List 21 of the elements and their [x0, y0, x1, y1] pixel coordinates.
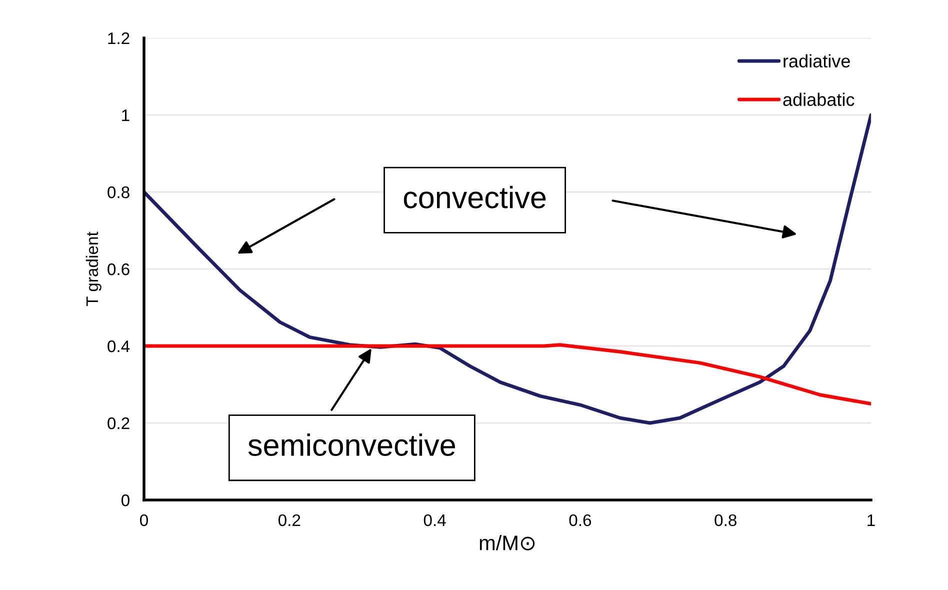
x-tick-label: 0.4 [424, 514, 446, 526]
x-tick-label: 0.2 [278, 514, 300, 526]
legend-label: radiative [784, 54, 850, 68]
line-series [144, 113, 871, 425]
y-tick-label: 0 [121, 494, 130, 506]
legend-label: adiabatic [783, 92, 854, 106]
y-tick-label: 0.8 [108, 186, 130, 198]
x-tick-label: 1 [868, 514, 875, 526]
line-series [144, 343, 871, 406]
y-tick-label: 0.4 [108, 340, 130, 352]
annotation: convective [404, 186, 546, 208]
x-axis-title: m/M⊙ [480, 534, 535, 550]
x-tick-label: 0 [140, 514, 148, 526]
x-tick-label: 0.8 [714, 514, 736, 526]
y-tick-label: 0.6 [108, 263, 130, 276]
x-tick-label: 0.6 [569, 514, 592, 526]
y-tick-label: 1.2 [108, 32, 130, 44]
y-tick-label: 0.2 [108, 417, 130, 430]
annotation: semiconvective [248, 434, 456, 456]
y-tick-label: 1 [122, 110, 130, 122]
y-axis-title: T gradient [86, 232, 102, 306]
